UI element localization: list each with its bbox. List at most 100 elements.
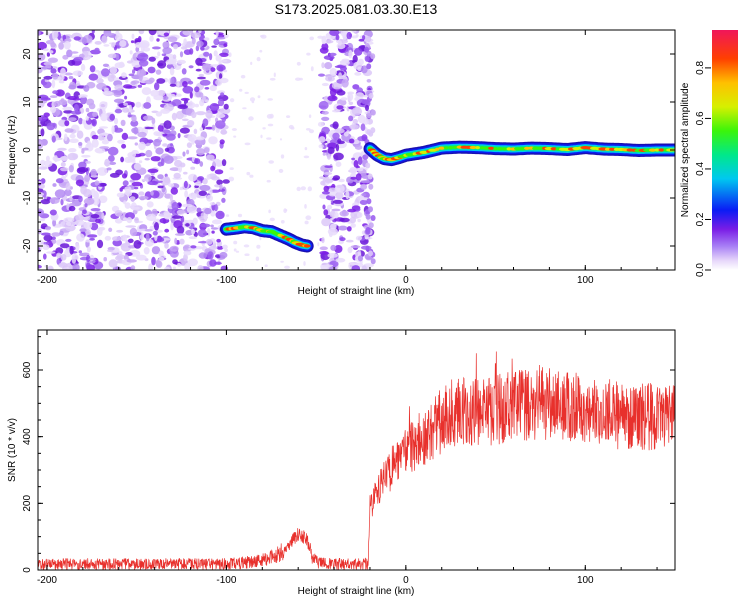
noise-speckle (59, 167, 69, 172)
noise-speckle (48, 50, 54, 54)
noise-speckle (224, 248, 229, 253)
noise-speckle (89, 65, 96, 73)
signal-peak (488, 146, 495, 150)
noise-speckle (366, 198, 372, 205)
colorbar-tick-label: 0.6 (695, 111, 706, 125)
noise-speckle (177, 133, 181, 139)
noise-speckle (256, 244, 261, 249)
noise-speckle (176, 93, 182, 97)
noise-speckle (347, 92, 354, 102)
noise-speckle (82, 209, 87, 215)
noise-speckle (84, 174, 91, 182)
noise-speckle (216, 179, 223, 185)
signal-peak (550, 147, 558, 151)
noise-speckle (323, 185, 330, 192)
noise-speckle (125, 225, 137, 228)
noise-speckle (138, 191, 145, 196)
noise-speckle (50, 42, 56, 48)
noise-speckle (296, 186, 301, 192)
noise-speckle (117, 251, 123, 256)
noise-speckle (102, 90, 113, 95)
noise-speckle (326, 154, 331, 160)
noise-speckle (85, 107, 90, 113)
noise-speckle (177, 263, 182, 267)
chart-title: S173.2025.081.03.30.E13 (275, 1, 438, 17)
noise-speckle (172, 266, 176, 270)
noise-speckle (366, 79, 372, 83)
noise-speckle (81, 37, 87, 45)
noise-speckle (162, 95, 169, 101)
noise-speckle (309, 129, 314, 134)
noise-speckle (170, 221, 174, 231)
noise-speckle (128, 104, 132, 112)
noise-speckle (242, 107, 247, 110)
noise-speckle (40, 178, 46, 184)
noise-speckle (163, 32, 170, 37)
noise-speckle (84, 203, 88, 208)
noise-speckle (109, 172, 120, 178)
noise-speckle (318, 100, 329, 110)
noise-speckle (219, 73, 223, 80)
noise-speckle (194, 103, 199, 108)
noise-speckle (250, 61, 253, 65)
noise-speckle (208, 136, 218, 145)
noise-speckle (119, 40, 127, 47)
noise-speckle (97, 167, 108, 176)
noise-speckle (349, 124, 359, 130)
noise-speckle (47, 57, 59, 63)
noise-speckle (151, 46, 161, 50)
noise-speckle (188, 192, 198, 199)
noise-speckle (327, 253, 339, 258)
noise-speckle (370, 127, 376, 134)
noise-speckle (198, 73, 204, 77)
noise-speckle (334, 184, 345, 193)
noise-speckle (147, 180, 158, 186)
noise-speckle (131, 181, 143, 187)
noise-speckle (354, 144, 363, 150)
noise-speckle (317, 242, 320, 247)
noise-speckle (338, 178, 345, 183)
noise-speckle (95, 218, 101, 224)
noise-speckle (78, 250, 83, 254)
noise-speckle (244, 142, 251, 146)
noise-speckle (164, 228, 170, 233)
noise-speckle (194, 185, 199, 189)
noise-speckle (53, 100, 61, 107)
noise-speckle (65, 221, 76, 227)
noise-speckle (280, 220, 285, 224)
noise-speckle (163, 120, 172, 129)
noise-speckle (49, 209, 57, 216)
noise-speckle (319, 246, 328, 251)
noise-speckle (323, 209, 329, 216)
noise-speckle (98, 195, 108, 204)
noise-speckle (183, 171, 188, 175)
noise-speckle (156, 229, 163, 233)
noise-speckle (72, 97, 81, 101)
noise-speckle (108, 259, 118, 268)
noise-speckle (129, 249, 141, 257)
noise-speckle (55, 247, 64, 255)
noise-speckle (220, 129, 227, 135)
noise-speckle (290, 126, 295, 130)
noise-speckle (150, 190, 154, 196)
spectrogram-xtick-label: 0 (403, 275, 409, 286)
noise-speckle (165, 59, 174, 65)
noise-speckle (341, 132, 352, 142)
noise-speckle (221, 159, 227, 167)
noise-speckle (194, 138, 206, 146)
noise-speckle (334, 212, 339, 219)
noise-speckle (126, 217, 133, 224)
noise-speckle (129, 227, 138, 237)
noise-speckle (213, 38, 220, 46)
noise-speckle (114, 108, 123, 114)
noise-speckle (93, 190, 99, 199)
noise-speckle (169, 194, 173, 202)
noise-speckle (172, 259, 178, 265)
colorbar-tick-label: 0.4 (695, 162, 706, 176)
colorbar-tick-label: 0.2 (695, 212, 706, 226)
noise-speckle (348, 49, 353, 59)
noise-speckle (179, 51, 184, 58)
noise-speckle (205, 238, 213, 245)
noise-speckle (366, 129, 372, 136)
noise-speckle (216, 238, 221, 243)
